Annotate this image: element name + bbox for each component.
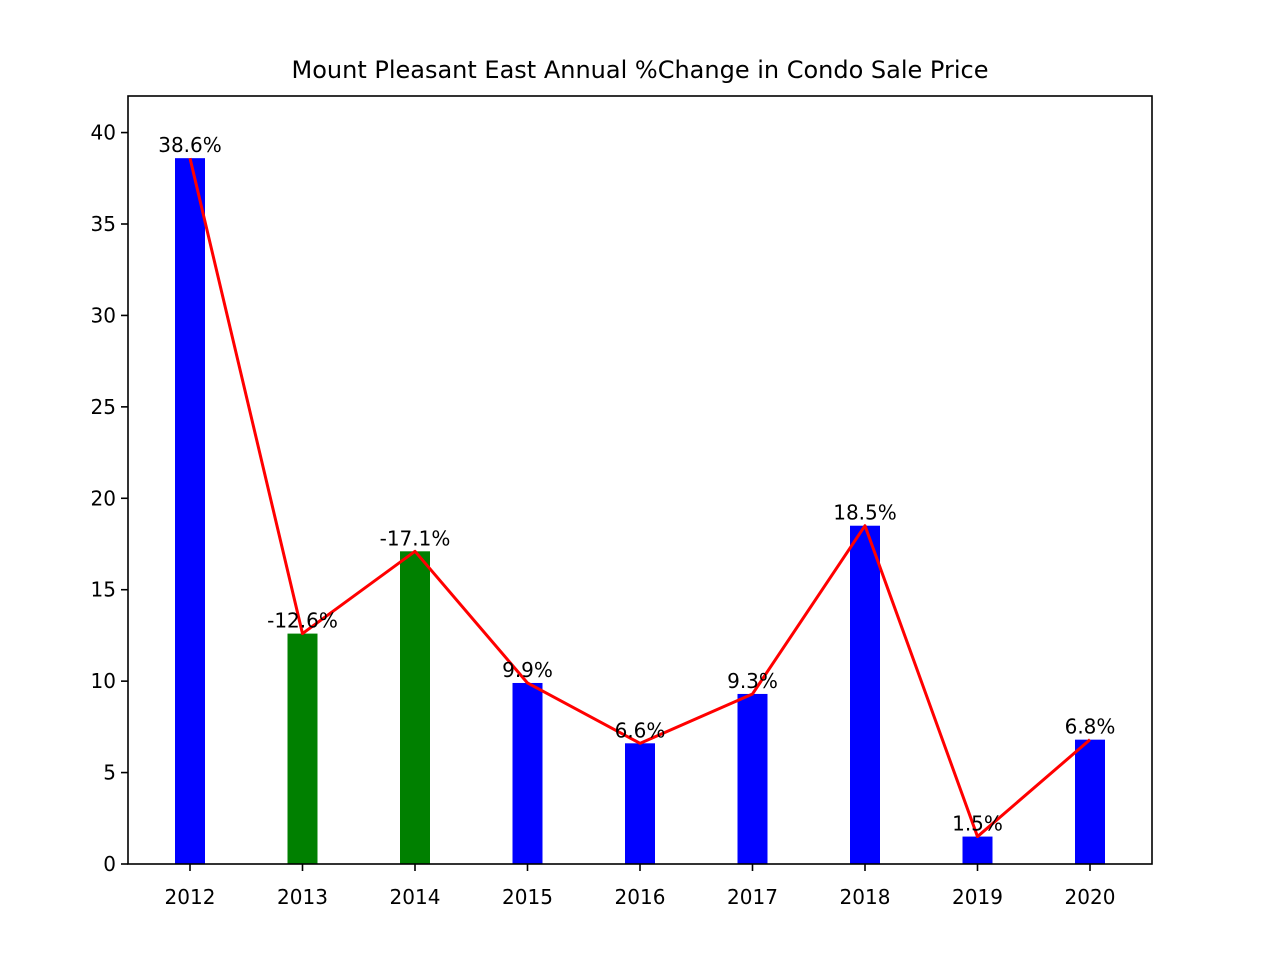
x-tick-label: 2012 bbox=[165, 885, 216, 909]
trend-line bbox=[188, 157, 1091, 839]
bar-2020 bbox=[1075, 739, 1105, 864]
y-tick-label: 5 bbox=[103, 761, 116, 785]
trend-line-group bbox=[188, 157, 1091, 839]
data-labels-group: 38.6% -12.6% -17.1% 9.9% 6.6% 9.3% 18.5% 1.5% 6.… bbox=[158, 133, 1115, 835]
x-tick-label: 2013 bbox=[277, 885, 328, 909]
data-label-2012: 38.6% bbox=[158, 133, 222, 157]
bar-2018 bbox=[850, 525, 880, 864]
data-label-2017: 9.3% bbox=[727, 669, 778, 693]
data-label-2019: 1.5% bbox=[952, 812, 1003, 836]
y-tick-label: 25 bbox=[91, 395, 116, 419]
bar-2017 bbox=[737, 693, 768, 864]
x-tick-label: 2016 bbox=[615, 885, 666, 909]
bar-2014 bbox=[400, 551, 430, 864]
bar-2013 bbox=[287, 633, 318, 864]
data-label-2014: -17.1% bbox=[380, 526, 451, 550]
x-tick-label: 2015 bbox=[502, 885, 553, 909]
y-tick-label: 15 bbox=[91, 578, 116, 602]
x-tick-label: 2018 bbox=[840, 885, 891, 909]
y-tick-label: 20 bbox=[91, 486, 116, 510]
data-label-2013: -12.6% bbox=[267, 609, 338, 633]
x-tick-label: 2017 bbox=[727, 885, 778, 909]
bar-2012 bbox=[175, 158, 205, 864]
data-label-2015: 9.9% bbox=[502, 658, 553, 682]
bar-2015 bbox=[512, 682, 543, 864]
bars-group bbox=[175, 158, 1105, 864]
x-tick-label: 2014 bbox=[390, 885, 441, 909]
y-tick-label: 40 bbox=[91, 121, 116, 145]
data-label-2016: 6.6% bbox=[615, 718, 666, 742]
x-tick-label: 2019 bbox=[952, 885, 1003, 909]
y-tick-label: 30 bbox=[91, 303, 116, 327]
y-tick-label: 0 bbox=[103, 852, 116, 876]
y-tick-label: 10 bbox=[91, 669, 116, 693]
data-label-2020: 6.8% bbox=[1065, 715, 1116, 739]
chart-title: Mount Pleasant East Annual %Change in Co… bbox=[292, 56, 989, 84]
x-tick-label: 2020 bbox=[1065, 885, 1116, 909]
data-label-2018: 18.5% bbox=[833, 501, 897, 525]
axes-group: 0 5 10 15 20 25 30 35 40 2012 2013 2014 2015 2016 2017… bbox=[91, 95, 1153, 909]
bar-2019 bbox=[962, 836, 993, 864]
y-tick-label: 35 bbox=[91, 212, 116, 236]
bar-2016 bbox=[625, 743, 655, 864]
